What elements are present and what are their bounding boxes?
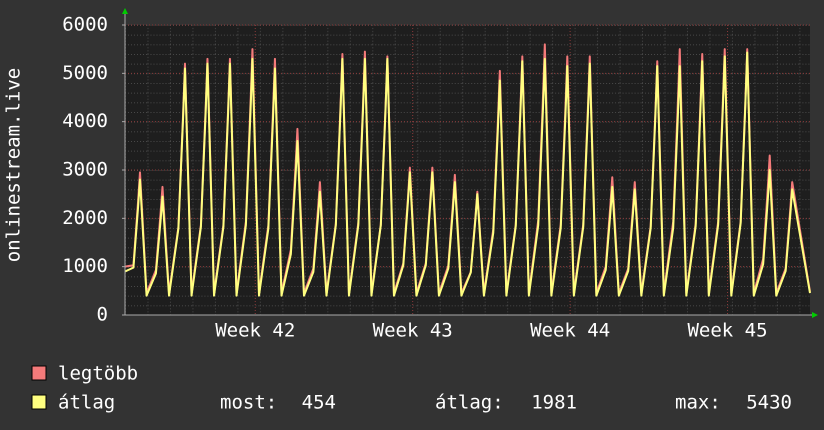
stat-value: 1981: [531, 392, 577, 414]
y-tick-label: 0: [97, 304, 108, 326]
y-tick-label: 3000: [62, 159, 108, 181]
stat-value: 454: [302, 392, 336, 414]
lines: [124, 43, 811, 297]
stat-value: 5430: [746, 392, 792, 414]
x-tick-label: Week 44: [530, 320, 610, 342]
axis-arrow: [122, 8, 128, 14]
series-line: [124, 51, 811, 297]
legend-swatch: [31, 365, 47, 381]
legend-label: átlag: [58, 392, 115, 414]
y-tick-label: 1000: [62, 255, 108, 277]
x-tick-label: Week 43: [373, 320, 453, 342]
stat-label: most:: [220, 392, 277, 414]
y-tick-label: 2000: [62, 207, 108, 229]
y-tick-label: 6000: [62, 14, 108, 36]
y-tick-label: 4000: [62, 110, 108, 132]
y-axis-label: onlinestream.live: [3, 68, 25, 262]
x-tick-label: Week 42: [215, 320, 295, 342]
legend-swatch: [31, 394, 47, 410]
y-tick-label: 5000: [62, 62, 108, 84]
x-tick-label: Week 45: [687, 320, 767, 342]
legend-label: legtöbb: [58, 363, 138, 385]
stat-label: max:: [675, 392, 721, 414]
axis-arrow: [812, 312, 818, 318]
stat-label: átlag:: [435, 392, 504, 414]
